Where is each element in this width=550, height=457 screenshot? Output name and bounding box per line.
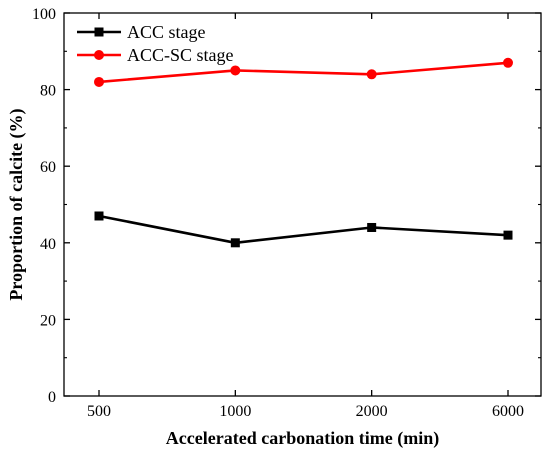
legend-marker-circle <box>94 50 104 60</box>
data-point-circle <box>230 65 241 76</box>
legend: ACC stage ACC-SC stage <box>77 22 234 65</box>
data-point-square <box>94 211 104 221</box>
axis-ticks <box>64 12 541 397</box>
data-point-square <box>230 238 240 248</box>
legend-item: ACC stage <box>77 22 206 42</box>
legend-label: ACC-SC stage <box>127 45 234 65</box>
data-point-circle <box>94 76 104 87</box>
y-tick-label: 0 <box>48 389 56 406</box>
legend-item: ACC-SC stage <box>77 45 234 65</box>
y-tick-label: 80 <box>40 83 56 100</box>
data-point-circle <box>366 69 377 80</box>
plot-frame <box>63 12 542 397</box>
x-tick-label: 2000 <box>356 403 388 420</box>
x-tick-label: 500 <box>87 403 111 420</box>
x-tick-label: 1000 <box>219 403 251 420</box>
y-tick-label: 60 <box>40 159 56 176</box>
data-point-circle <box>503 57 513 68</box>
legend-marker-square <box>94 27 104 37</box>
series-1 <box>94 211 513 248</box>
series-line <box>98 61 509 84</box>
y-tick-label: 20 <box>40 312 56 329</box>
series-line <box>98 214 509 245</box>
y-axis-title: Proportion of calcite (%) <box>6 108 27 300</box>
tick-labels: 0 20 40 60 80 100 500 1000 2000 6000 <box>32 6 524 420</box>
legend-label: ACC stage <box>127 22 206 42</box>
data-point-square <box>503 230 513 240</box>
x-tick-label: 6000 <box>492 403 524 420</box>
y-tick-label: 100 <box>32 6 56 23</box>
y-tick-label: 40 <box>40 236 56 253</box>
data-point-square <box>367 222 377 232</box>
series-2 <box>94 57 513 87</box>
series-layer <box>94 57 513 248</box>
plot-area <box>63 12 542 397</box>
x-axis-title: Accelerated carbonation time (min) <box>166 428 439 449</box>
